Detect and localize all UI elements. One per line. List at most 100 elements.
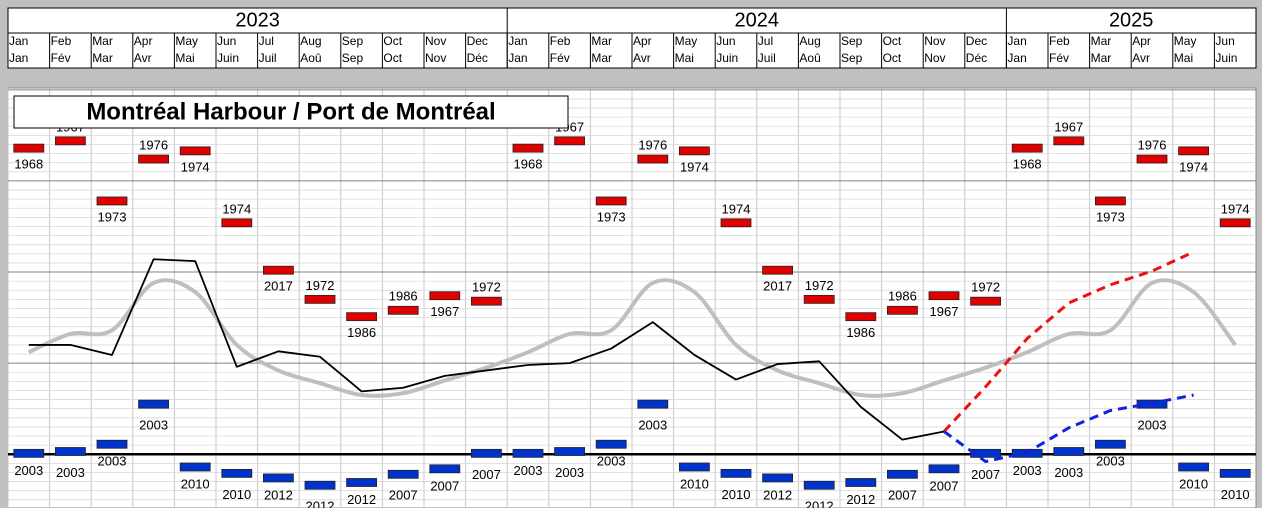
record-bar	[887, 305, 918, 315]
month-en: Aug	[300, 34, 321, 48]
month-en: Dec	[966, 34, 987, 48]
month-en: Aug	[799, 34, 820, 48]
record-year: 1986	[347, 325, 376, 340]
month-en: Mar	[591, 34, 612, 48]
month-en: Jul	[758, 34, 773, 48]
record-bar	[138, 399, 170, 409]
record-bar	[346, 312, 378, 322]
record-year: 2012	[763, 487, 792, 502]
month-en: Jun	[1215, 34, 1234, 48]
record-bar	[928, 291, 960, 301]
record-year: 1974	[1221, 201, 1250, 216]
record-bar	[1178, 462, 1209, 472]
record-bar	[138, 154, 170, 164]
month-en: Jan	[9, 34, 28, 48]
record-bar	[512, 143, 544, 153]
month-en: Feb	[51, 34, 72, 48]
month-fr: Juin	[217, 51, 239, 65]
month-fr: Déc	[966, 51, 987, 65]
record-year: 2003	[1013, 463, 1042, 478]
record-bar	[1053, 136, 1085, 146]
record-bar	[720, 218, 752, 228]
record-year: 2003	[1138, 418, 1167, 433]
record-year: 1974	[680, 159, 709, 174]
month-en: Sep	[841, 34, 863, 48]
record-year: 1973	[98, 209, 127, 224]
month-fr: Mar	[591, 51, 612, 65]
month-en: May	[175, 34, 198, 48]
record-bar	[1219, 218, 1251, 228]
title-box	[13, 95, 569, 129]
record-year: 1986	[389, 289, 418, 304]
month-fr: Avr	[633, 51, 651, 65]
record-year: 1967	[430, 304, 459, 319]
record-year: 2003	[56, 465, 85, 480]
series-line	[943, 393, 1194, 464]
record-year: 2012	[306, 499, 335, 508]
record-year: 2010	[1221, 487, 1250, 502]
month-en: Apr	[633, 34, 652, 48]
record-year: 1976	[638, 138, 667, 153]
record-bar	[55, 447, 86, 456]
record-year: 2003	[1054, 465, 1083, 480]
record-year: 1974	[722, 201, 751, 216]
record-bar	[554, 136, 585, 146]
record-bar	[845, 312, 877, 322]
record-bar	[1219, 468, 1251, 478]
record-bar	[595, 196, 627, 206]
series-line	[942, 250, 1195, 433]
record-year: 1973	[1096, 209, 1125, 224]
record-bar	[429, 464, 461, 474]
record-bar	[304, 294, 336, 304]
record-year: 2003	[139, 418, 168, 433]
year-label: 2025	[1109, 9, 1154, 31]
record-year: 2003	[98, 454, 127, 469]
record-year: 2003	[514, 463, 543, 478]
record-year: 1968	[514, 157, 543, 172]
month-fr: Juil	[259, 51, 277, 65]
record-year: 1968	[14, 157, 43, 172]
record-bar	[304, 480, 336, 490]
record-year: 2003	[638, 418, 667, 433]
record-year: 2007	[930, 478, 959, 493]
record-year: 2003	[555, 465, 584, 480]
month-fr: Oct	[383, 51, 402, 65]
record-bar	[595, 439, 627, 449]
record-bar	[1095, 196, 1126, 206]
month-fr: Oct	[883, 51, 902, 65]
record-bar	[845, 478, 877, 487]
month-fr: Aoû	[799, 51, 820, 65]
month-en: May	[675, 34, 698, 48]
record-bar	[1095, 439, 1126, 449]
record-bar	[470, 448, 502, 458]
record-year: 1986	[846, 325, 875, 340]
record-year: 2003	[14, 463, 43, 478]
record-bar	[512, 448, 544, 458]
month-fr: Sep	[841, 51, 863, 65]
record-year: 2010	[1179, 476, 1208, 491]
month-fr: Mai	[1174, 51, 1193, 65]
record-bar	[429, 291, 461, 301]
month-fr: Avr	[134, 51, 152, 65]
record-bar	[1136, 154, 1168, 164]
record-year: 2010	[181, 476, 210, 491]
record-bar	[928, 464, 960, 474]
record-year: 1967	[1054, 119, 1083, 134]
month-en: Mar	[1091, 34, 1112, 48]
record-bar	[470, 296, 502, 306]
record-bar	[387, 469, 419, 479]
record-bar	[387, 305, 419, 315]
record-year: 2012	[347, 492, 376, 507]
month-en: Sep	[342, 34, 364, 48]
record-year: 1974	[1179, 159, 1208, 174]
record-bar	[96, 196, 128, 206]
record-year: 2010	[722, 487, 751, 502]
chart-title: Montréal Harbour / Port de Montréal	[86, 98, 495, 125]
record-bar	[96, 439, 128, 449]
month-fr: Mai	[175, 51, 194, 65]
record-bar	[55, 136, 86, 146]
record-bar	[179, 462, 211, 472]
record-year: 1972	[306, 278, 335, 293]
record-bar	[554, 447, 585, 456]
